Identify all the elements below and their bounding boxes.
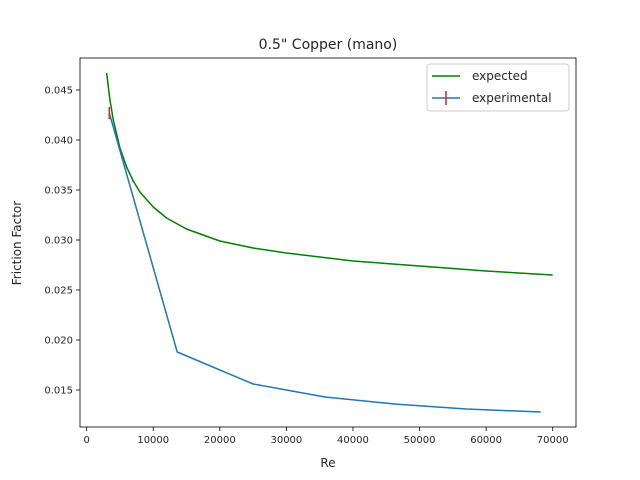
x-tick-label: 50000 [404,435,436,446]
x-axis-label: Re [320,456,335,470]
x-tick-label: 0 [83,435,89,446]
y-tick-label: 0.025 [44,286,73,297]
x-tick-label: 30000 [270,435,302,446]
y-tick-label: 0.030 [44,236,73,247]
y-tick-label: 0.020 [44,336,73,347]
y-tick-label: 0.035 [44,186,73,197]
x-tick-label: 20000 [204,435,236,446]
x-tick-label: 60000 [470,435,502,446]
y-tick-label: 0.040 [44,136,73,147]
x-tick-label: 40000 [337,435,369,446]
y-axis-label: Friction Factor [10,201,24,285]
series-line-experimental [108,112,541,413]
y-tick-label: 0.045 [44,86,73,97]
axes-frame [79,57,577,428]
plot-area: 0 10000 20000 30000 40000 50000 60000 70000 0.01… [44,57,577,446]
legend-label-expected: expected [472,69,528,83]
x-tick-label: 70000 [537,435,569,446]
chart-title: 0.5" Copper (mano) [259,37,398,53]
legend-label-experimental: experimental [472,91,552,105]
series-line-expected [105,72,553,276]
legend-box [426,63,570,112]
legend: expected experimental [426,63,570,112]
x-tick-label: 10000 [137,435,169,446]
y-tick-label: 0.015 [44,386,73,397]
